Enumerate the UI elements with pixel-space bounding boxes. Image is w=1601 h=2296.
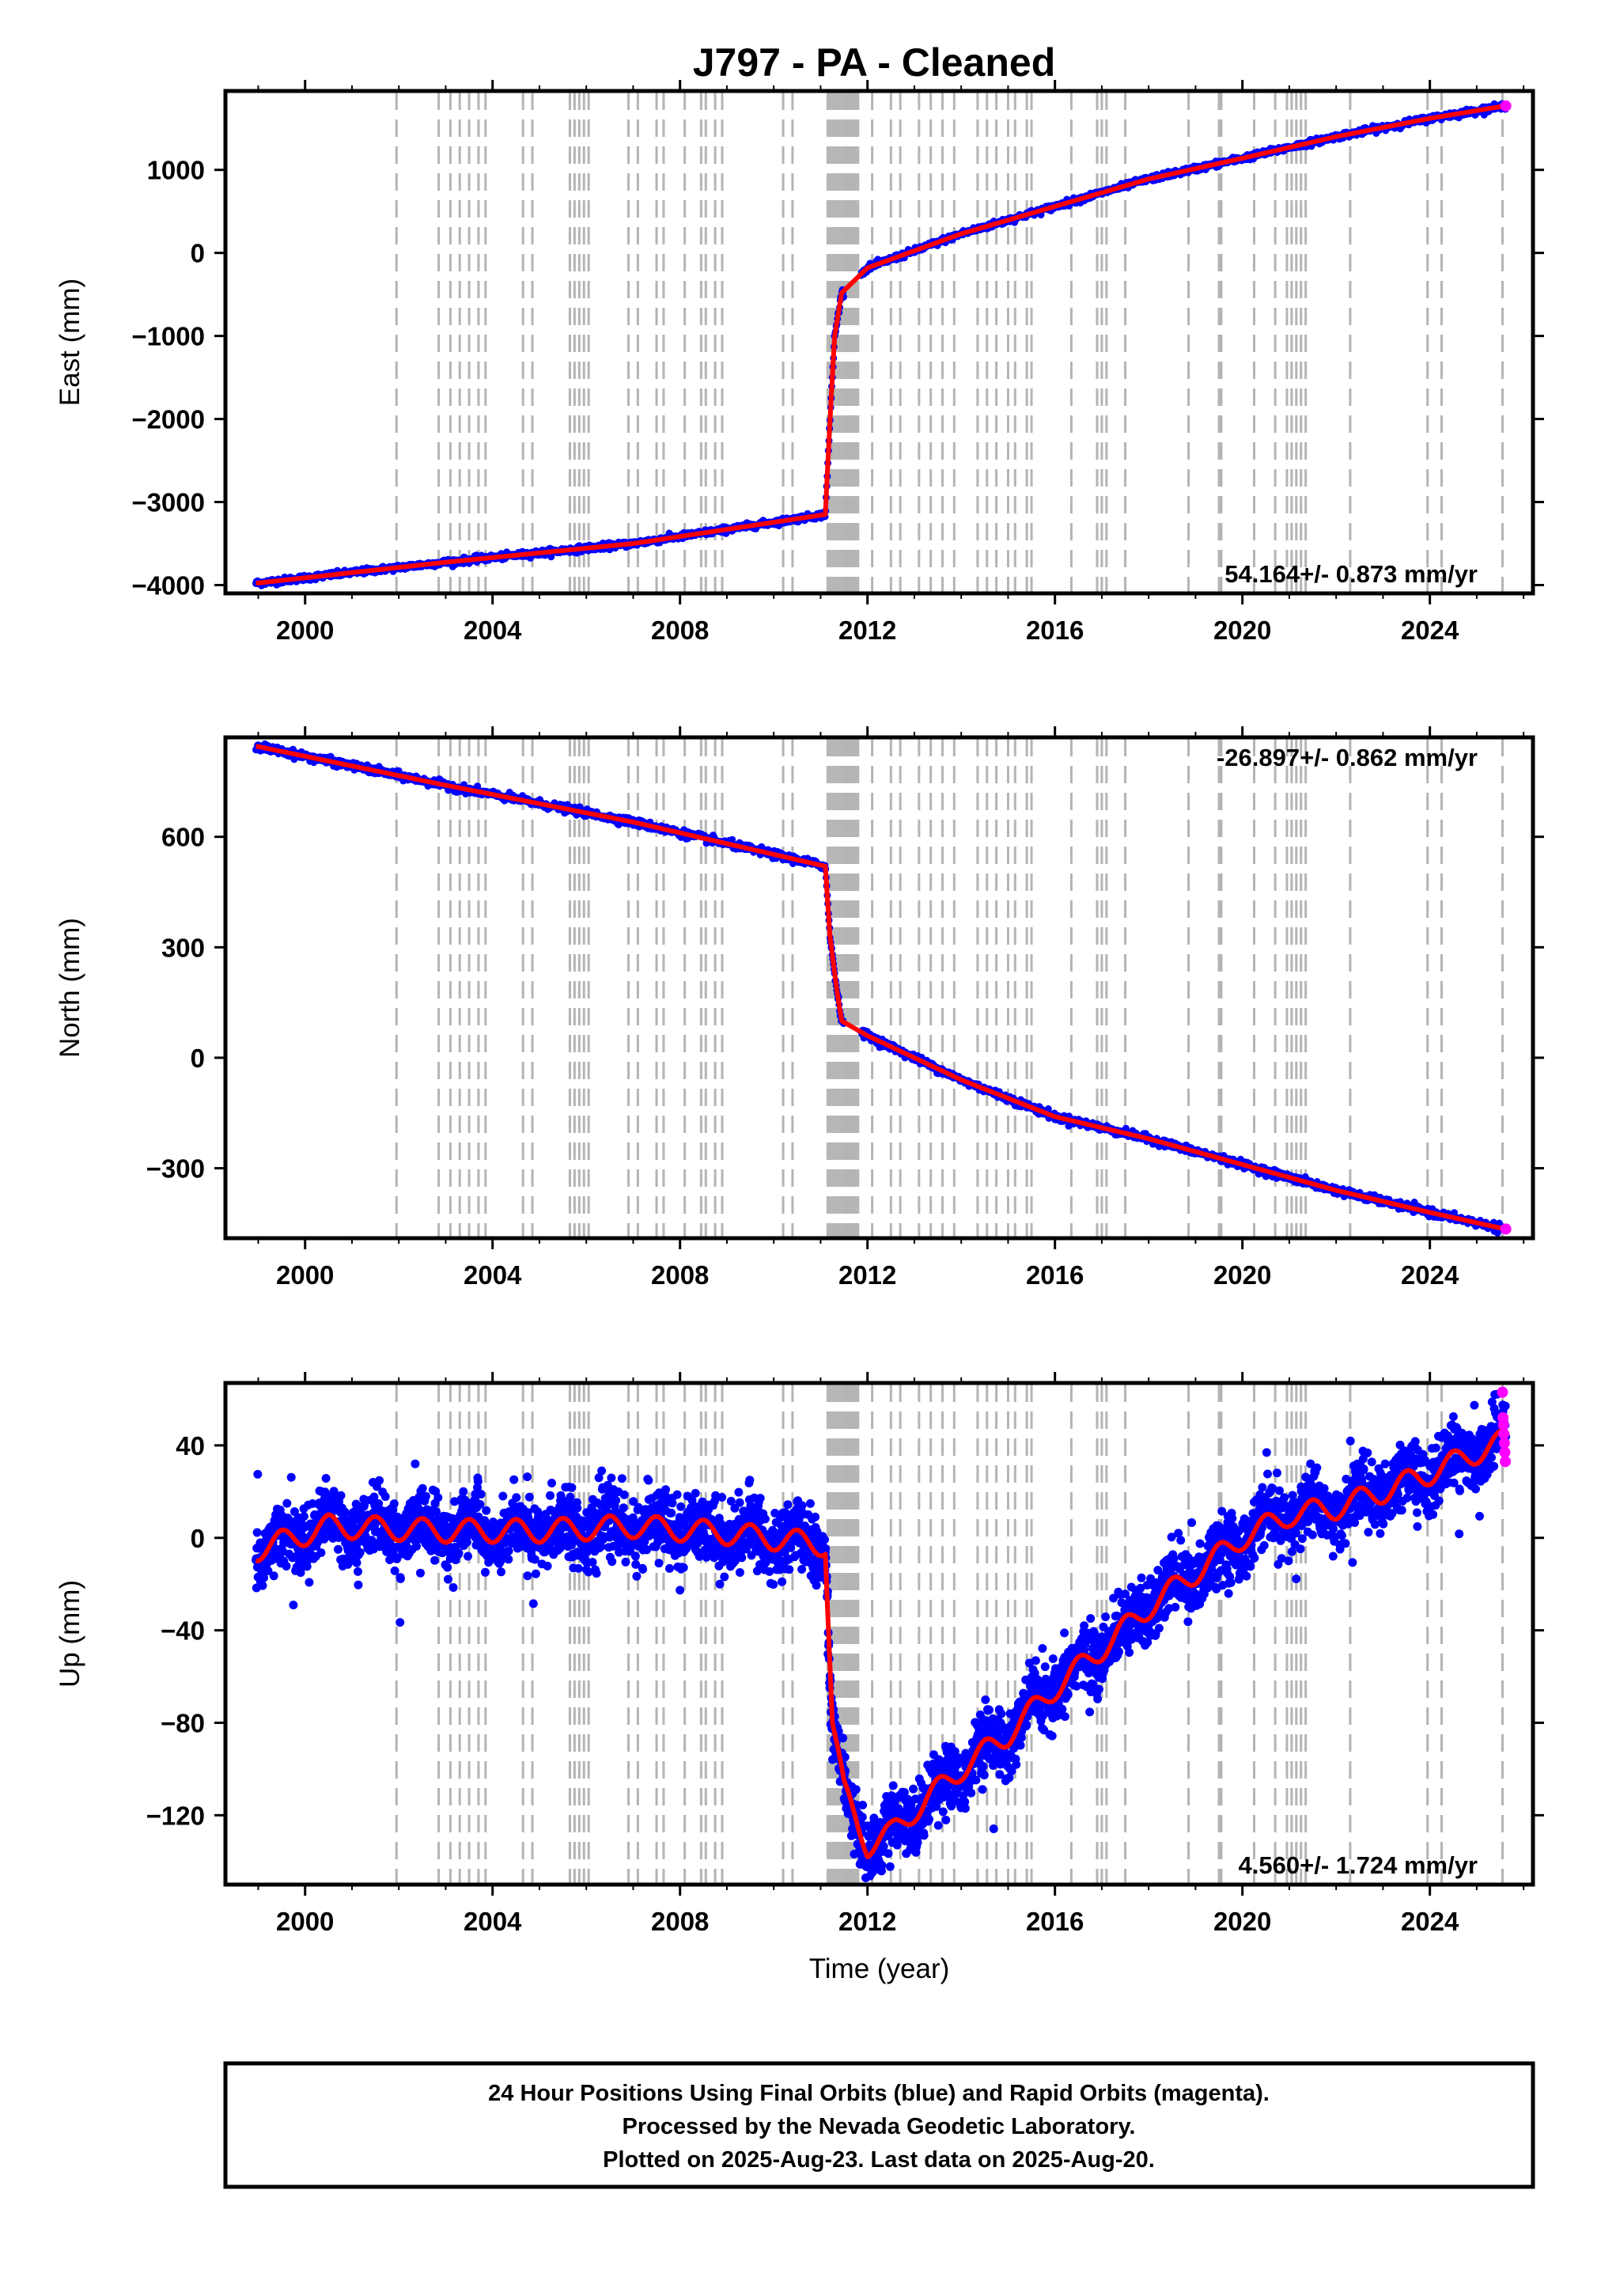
up-final-points: [252, 1389, 1511, 1882]
y-axis-title: North (mm): [55, 918, 85, 1058]
x-tick-label: 2004: [464, 616, 522, 645]
x-tick-label: 2000: [276, 1260, 334, 1290]
x-tick-label: 2020: [1213, 1260, 1271, 1290]
x-tick-label: 2012: [838, 1260, 896, 1290]
y-axis-title: East (mm): [55, 278, 85, 406]
data-point: [289, 1601, 298, 1610]
x-tick-label: 2004: [464, 1260, 522, 1290]
x-tick-label: 2024: [1401, 1260, 1459, 1290]
data-point: [282, 1562, 291, 1570]
plot-frame: [223, 735, 1535, 1241]
y-tick-label: 1000: [147, 156, 205, 185]
y-tick-label: −2000: [131, 405, 205, 434]
north-model: [254, 744, 1512, 1235]
chart-title: J797 - PA - Cleaned: [693, 40, 1056, 85]
data-point: [252, 1528, 262, 1537]
event-lines: [395, 93, 1504, 592]
x-tick-label: 2024: [1401, 616, 1459, 645]
plot-frame: [223, 89, 1535, 596]
x-tick-label: 2020: [1213, 616, 1271, 645]
y-tick-label: −3000: [131, 488, 205, 517]
east-final-points: [252, 100, 1509, 589]
north-final-points: [252, 740, 1509, 1237]
rapid-point: [1500, 100, 1512, 112]
east-panel: 2000 2004 2008 2012 2016 2020 2024 −4000 −3000 −2…: [55, 80, 1544, 645]
east-model: [254, 100, 1512, 585]
x-tick-label: 2008: [651, 1260, 709, 1290]
rate-label: 54.164+/- 0.873 mm/yr: [1224, 560, 1478, 588]
rate-label: -26.897+/- 0.862 mm/yr: [1217, 744, 1478, 771]
data-point: [269, 1571, 278, 1581]
model-line: [254, 744, 1508, 1232]
y-tick-label: 300: [161, 933, 205, 962]
y-tick-label: −4000: [131, 571, 205, 601]
data-point: [286, 1472, 296, 1482]
data-point: [305, 1578, 314, 1587]
x-tick-label: 2016: [1026, 616, 1084, 645]
data-point: [299, 1512, 308, 1521]
y-tick-label: −1000: [131, 322, 205, 351]
y-tick-label: 0: [191, 1044, 205, 1073]
x-tick-label: 2012: [838, 616, 896, 645]
y-tick-label: 0: [191, 239, 205, 268]
data-point: [258, 1581, 267, 1590]
x-tick-label: 2016: [1026, 1260, 1084, 1290]
up-panel: 2000 2004 2008 2012 2016 2020 2024−120−80−4004…: [55, 1372, 1544, 1984]
data-point: [253, 1469, 263, 1479]
x-tick-label: 2008: [651, 616, 709, 645]
y-tick-label: −300: [146, 1154, 205, 1184]
north-panel: 2000 2004 2008 2012 2016 2020 2024 −300 0 300 600 N…: [55, 726, 1544, 1290]
x-tick-label: 2000: [276, 616, 334, 645]
data-point: [282, 1498, 292, 1508]
y-tick-label: 600: [161, 823, 205, 852]
model-line: [254, 103, 1508, 585]
data-point: [302, 1562, 312, 1571]
rapid-point: [1500, 1223, 1512, 1235]
